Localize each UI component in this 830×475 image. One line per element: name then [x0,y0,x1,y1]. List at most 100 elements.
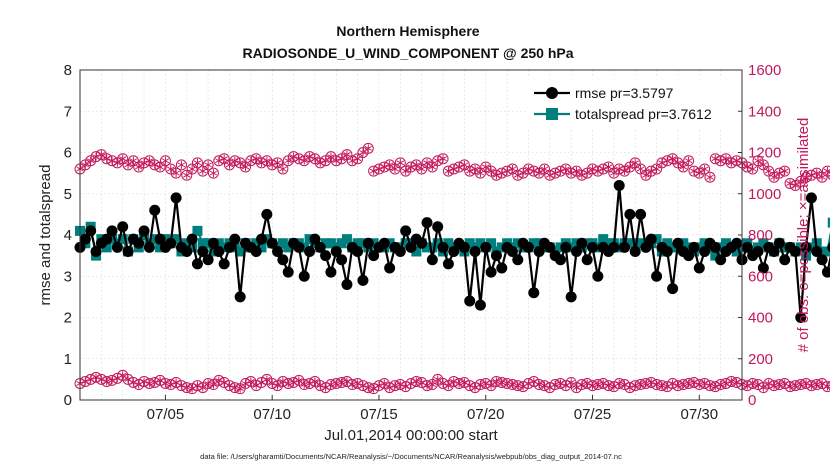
y-tick-right-label: 0 [748,392,756,409]
x-tick-label: 07/05 [147,406,185,423]
rmse-point [325,267,336,278]
rmse-point [731,238,742,249]
x-tick-label: 07/20 [467,406,505,423]
y-tick-left-label: 7 [64,103,72,120]
y-tick-left-label: 8 [64,62,72,79]
rmse-point [149,205,160,216]
rmse-point [587,242,598,253]
rmse-point [619,242,630,253]
y-tick-left-label: 5 [64,186,72,203]
rmse-point [213,246,224,257]
rmse-point [560,242,571,253]
y-tick-right-label: 800 [748,227,773,244]
y-tick-left-label: 1 [64,351,72,368]
rmse-point [630,246,641,257]
rmse-point [107,225,118,236]
rmse-point [139,225,150,236]
rmse-point [123,246,134,257]
rmse-point [299,271,310,282]
rmse-point [427,254,438,265]
y-tick-left-label: 3 [64,268,72,285]
rmse-point [614,180,625,191]
rmse-point [576,238,587,249]
rmse-point [480,242,491,253]
rmse-point [486,267,497,278]
rmse-point [293,242,304,253]
rmse-point [512,254,523,265]
rmse-point [165,238,176,249]
rmse-point [662,246,673,257]
legend: rmse pr=3.5797 totalspread pr=3.7612 [528,76,738,130]
rmse-point [555,254,566,265]
y-tick-right-label: 1600 [748,62,781,79]
legend-rmse-marker [546,87,558,99]
y-tick-right-label: 200 [748,351,773,368]
rmse-point [181,246,192,257]
rmse-point [192,258,203,269]
rmse-point [496,263,507,274]
rmse-point [694,263,705,274]
rmse-point [416,238,427,249]
rmse-point [464,296,475,307]
x-axis-label: Jul.01,2014 00:00:00 start [324,427,498,444]
rmse-point [283,267,294,278]
rmse-point [336,254,347,265]
data-file-footer: data file: /Users/gharamti/Documents/NCA… [200,452,622,461]
rmse-point [187,234,198,245]
rmse-point [688,242,699,253]
rmse-point [475,300,486,311]
rmse-point [422,217,433,228]
chart-title-line1: Northern Hemisphere [336,23,479,39]
y-axis-right-label: # of obs: o=possible; ×=assimilated [795,118,812,353]
rmse-point [85,225,96,236]
rmse-point [400,225,411,236]
x-tick-label: 07/15 [360,406,398,423]
x-tick-label: 07/25 [574,406,612,423]
rmse-point [566,291,577,302]
rmse-point [341,279,352,290]
rmse-point [459,242,470,253]
rmse-point [171,192,182,203]
rmse-point [363,238,374,249]
rmse-point [779,254,790,265]
rmse-point [117,221,128,232]
chart-title-line2: RADIOSONDE_U_WIND_COMPONENT @ 250 hPa [242,45,573,61]
rmse-point [229,234,240,245]
rmse-point [277,254,288,265]
y-tick-right-label: 600 [748,268,773,285]
rmse-point [304,246,315,257]
rmse-point [395,246,406,257]
rmse-point [667,283,678,294]
rmse-point [144,242,155,253]
legend-spread-marker [546,108,558,120]
rmse-point [251,246,262,257]
y-tick-left-label: 6 [64,145,72,162]
rmse-point [710,242,721,253]
rmse-point [523,242,534,253]
rmse-point [753,246,764,257]
rmse-point [774,238,785,249]
rmse-point [470,246,481,257]
rmse-point [203,254,214,265]
y-tick-right-label: 400 [748,310,773,327]
rmse-point [379,238,390,249]
x-tick-label: 07/10 [253,406,291,423]
x-tick-label: 07/30 [681,406,719,423]
rmse-point [528,287,539,298]
rmse-point [443,258,454,269]
rmse-point [432,221,443,232]
legend-spread-label: totalspread pr=3.7612 [575,106,712,122]
rmse-point [112,242,123,253]
rmse-point [261,209,272,220]
rmse-point [384,263,395,274]
rmse-point [624,209,635,220]
y-tick-right-label: 1200 [748,145,781,162]
y-tick-left-label: 2 [64,310,72,327]
rmse-point [608,242,619,253]
y-tick-right-label: 1000 [748,186,781,203]
rmse-point [582,254,593,265]
rmse-point [219,258,230,269]
rmse-point [256,234,267,245]
